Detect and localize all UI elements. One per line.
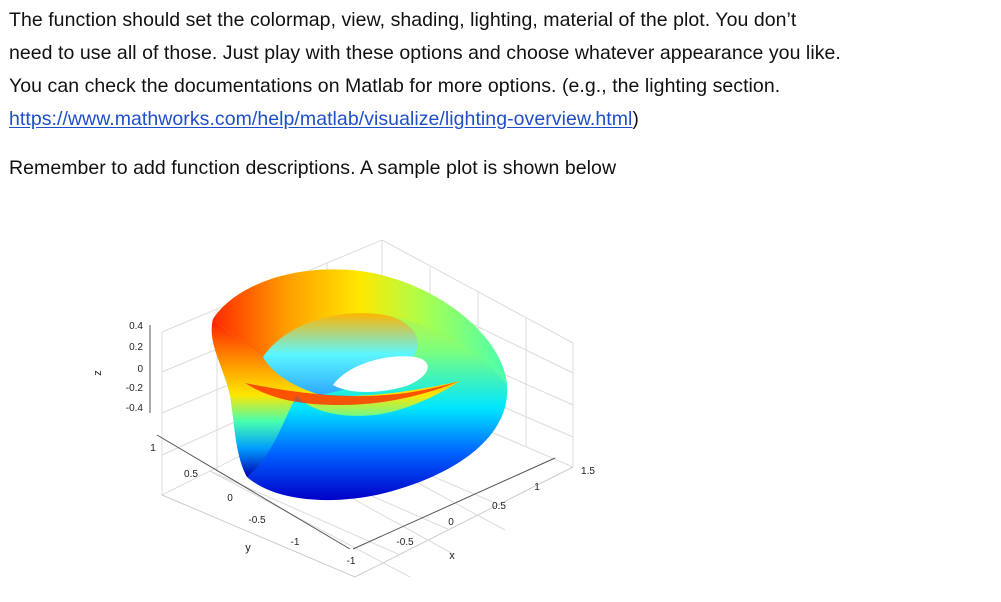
z-tick-label: 0 [137,364,143,375]
x-axis-label: x [449,550,455,562]
x-tick-label: 1.5 [581,466,595,477]
z-axis: 0.4 0.2 0 -0.2 -0.4 z [92,321,151,414]
x-tick-label: -1 [347,556,356,567]
z-tick-label: -0.4 [126,403,144,414]
y-tick-label: 0.5 [184,469,198,480]
x-axis-line [352,457,556,550]
text-line-2: need to use all of those. Just play with… [9,42,841,64]
z-tick-label: -0.2 [126,383,144,394]
lighting-overview-link[interactable]: https://www.mathworks.com/help/matlab/vi… [9,108,633,130]
x-tick-label: 1 [534,482,540,493]
z-axis-label: z [92,370,104,376]
x-tick-label: 0.5 [492,501,506,512]
y-axis-label: y [245,542,251,554]
y-tick-label: 0 [227,493,233,504]
mobius-surface [211,269,508,501]
closing-paren: ) [632,108,639,130]
sample-plot: 0.4 0.2 0 -0.2 -0.4 z 1 0.5 0 -0.5 -1 y … [85,215,645,595]
y-tick-label: 1 [150,443,156,454]
y-tick-label: -0.5 [248,515,266,526]
x-tick-label: 0 [448,517,454,528]
y-axis: 1 0.5 0 -0.5 -1 y [150,434,351,554]
document-body: The function should set the colormap, vi… [9,4,989,185]
x-tick-label: -0.5 [396,537,414,548]
y-tick-label: -1 [291,537,300,548]
surface-plot-svg: 0.4 0.2 0 -0.2 -0.4 z 1 0.5 0 -0.5 -1 y … [92,239,595,578]
text-line-1: The function should set the colormap, vi… [9,9,797,31]
surface-highlight [245,381,460,405]
x-axis: -1 -0.5 0 0.5 1 1.5 x [347,457,595,567]
paragraph-instructions: The function should set the colormap, vi… [9,4,989,136]
y-axis-line [156,434,351,550]
surface-top-rim [213,269,507,385]
paragraph-reminder: Remember to add function descriptions. A… [9,157,617,179]
z-tick-label: 0.4 [129,321,143,332]
surface-hole [333,356,428,392]
text-line-3: You can check the documentations on Matl… [9,75,781,97]
z-tick-label: 0.2 [129,342,143,353]
